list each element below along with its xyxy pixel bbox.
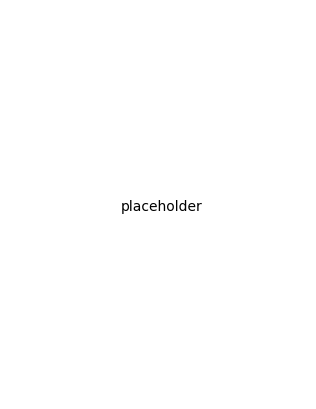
Text: placeholder: placeholder: [121, 200, 203, 213]
